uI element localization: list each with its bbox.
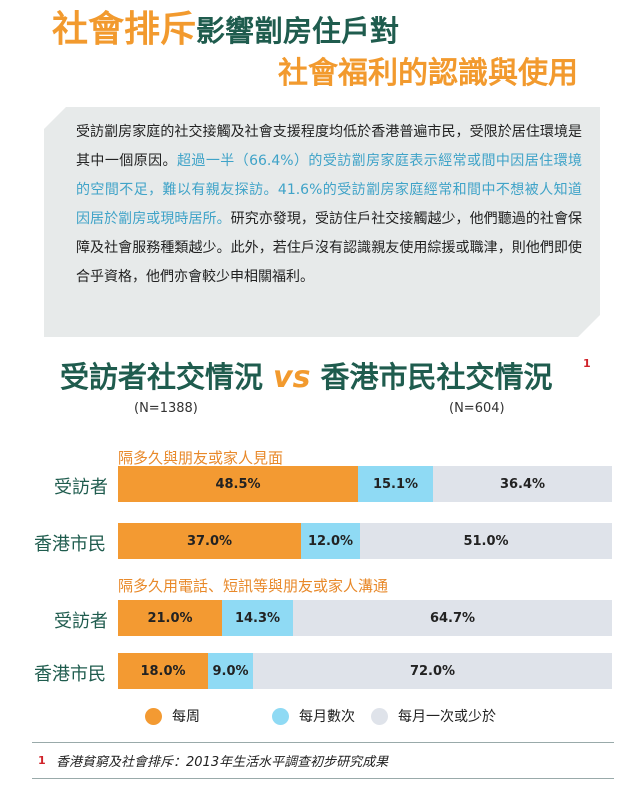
bar-segment-monthly-or-less: 72.0% — [253, 653, 612, 689]
row-label: 受訪者 — [54, 477, 108, 498]
legend-label-monthly-several: 每月數次 — [299, 709, 355, 725]
bar-data-label: 9.0% — [212, 663, 249, 679]
question-title-1: 隔多久與朋友或家人見面 — [118, 449, 284, 467]
title-rest: 影響劏房住戶對 — [196, 14, 400, 48]
summary-text: 受訪劏房家庭的社交接觸及社會支援程度均低於香港普遍市民，受限於居住環境是其中一個… — [76, 118, 582, 292]
bar-segment-monthly-several: 9.0% — [208, 653, 253, 689]
stacked-bar: 18.0% 9.0% 72.0% — [118, 653, 612, 689]
bar-segment-weekly: 37.0% — [118, 523, 301, 559]
bar-segment-weekly: 18.0% — [118, 653, 208, 689]
comparison-vs: vs — [273, 360, 311, 395]
bar-segment-monthly-or-less: 51.0% — [360, 523, 612, 559]
legend-label-monthly-or-less: 每月一次或少於 — [398, 709, 496, 725]
row-label: 香港市民 — [34, 534, 106, 555]
bar-data-label: 15.1% — [372, 476, 419, 492]
footnote-reference: 1 — [583, 357, 591, 370]
bar-data-label: 21.0% — [147, 610, 193, 626]
bar-data-label: 12.0% — [307, 533, 354, 549]
sample-size-right: (N=604) — [449, 401, 505, 416]
sample-size-left: (N=1388) — [134, 401, 198, 416]
bar-data-label: 64.7% — [429, 610, 476, 626]
bar-segment-monthly-several: 15.1% — [358, 466, 433, 502]
comparison-heading: 受訪者社交情況 vs 香港市民社交情況 — [60, 355, 552, 400]
legend-swatch-weekly — [145, 707, 162, 725]
chart-legend: 每周 每月數次 每月一次或少於 — [0, 706, 640, 730]
question-title-2: 隔多久用電話、短訊等與朋友或家人溝通 — [118, 577, 389, 595]
summary-seg1: 受訪劏房家庭的社交接觸及社會支援程度均低於香港普遍市民，受限於居住環境是其中一個… — [76, 124, 582, 169]
summary-box — [44, 107, 600, 337]
footnote-divider-top — [32, 742, 614, 743]
legend-swatch-monthly-or-less — [371, 707, 388, 725]
bar-segment-monthly-or-less: 64.7% — [293, 600, 612, 636]
title-highlight: 社會排斥 — [52, 9, 197, 50]
page-title-line2: 社會福利的認識與使用 — [278, 56, 578, 91]
bar-data-label: 48.5% — [215, 476, 261, 492]
summary-highlight: 超過一半（66.4%）的受訪劏房家庭表示經常或間中因居住環境的空間不足，難以有親… — [76, 153, 583, 227]
legend-label-weekly: 每周 — [172, 709, 200, 725]
stacked-bar: 21.0% 14.3% 64.7% — [118, 600, 612, 636]
row-label: 受訪者 — [54, 611, 108, 632]
bar-segment-weekly: 21.0% — [118, 600, 222, 636]
bar-segment-monthly-or-less: 36.4% — [433, 466, 612, 502]
stacked-bar: 37.0% 12.0% 51.0% — [118, 523, 612, 559]
footnote-text: 香港貧窮及社會排斥：2013年生活水平調查初步研究成果 — [56, 755, 389, 770]
bar-data-label: 72.0% — [409, 663, 456, 679]
bar-data-label: 18.0% — [140, 663, 186, 679]
comparison-left: 受訪者社交情況 — [60, 360, 264, 394]
legend-item-monthly-several: 每月數次 — [272, 706, 355, 726]
stacked-bar: 48.5% 15.1% 36.4% — [118, 466, 612, 502]
footnote-divider-bottom — [32, 778, 614, 779]
comparison-right: 香港市民社交情況 — [320, 360, 553, 394]
summary-seg3: 研究亦發現，受訪住戶社交接觸越少，他們聽過的社會保障及社會服務種類越少。此外，若… — [76, 211, 583, 285]
bar-segment-weekly: 48.5% — [118, 466, 358, 502]
bar-segment-monthly-several: 14.3% — [222, 600, 293, 636]
legend-item-weekly: 每周 — [145, 706, 200, 726]
page-title-line1: 社會排斥影響劏房住戶對 — [52, 8, 399, 58]
bar-segment-monthly-several: 12.0% — [301, 523, 360, 559]
legend-item-monthly-or-less: 每月一次或少於 — [371, 706, 496, 726]
bar-data-label: 14.3% — [234, 610, 281, 626]
bar-data-label: 51.0% — [463, 533, 509, 549]
footnote-number: 1 — [38, 754, 46, 767]
bar-data-label: 37.0% — [186, 533, 233, 549]
legend-swatch-monthly-several — [272, 707, 289, 725]
row-label: 香港市民 — [34, 664, 106, 685]
bar-data-label: 36.4% — [499, 476, 546, 492]
